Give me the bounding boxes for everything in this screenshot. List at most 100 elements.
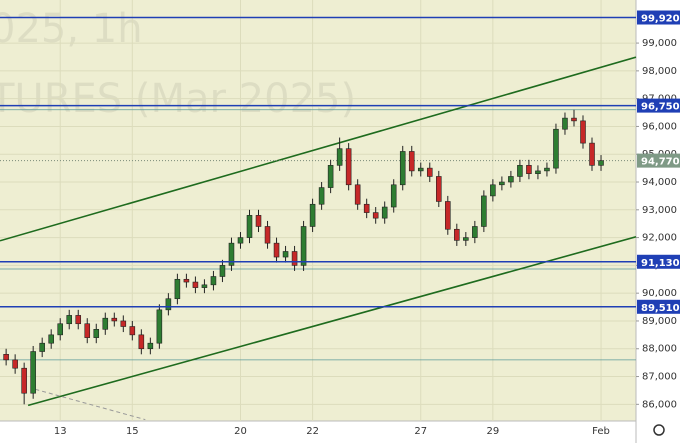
candle-body <box>246 215 253 238</box>
y-tick-label: 88,000 <box>642 344 677 355</box>
candle-body <box>21 367 27 394</box>
candle-body <box>84 323 91 338</box>
y-tick-label: 98,000 <box>642 66 677 77</box>
candle-body <box>309 203 316 227</box>
candle-body <box>120 320 127 327</box>
price-badge <box>637 153 680 168</box>
candle-body <box>201 284 208 288</box>
candle-body <box>571 117 577 122</box>
candle-body <box>345 148 352 186</box>
candle-body <box>553 128 559 169</box>
candle-body <box>210 276 217 286</box>
y-tick-label: 96,000 <box>642 121 677 132</box>
y-tick-label: 92,000 <box>642 233 677 244</box>
candle-body <box>417 167 424 172</box>
candle-body <box>237 237 244 244</box>
candle-body <box>436 176 442 202</box>
candle-body <box>129 326 136 336</box>
candle-body <box>535 170 541 174</box>
candle-body <box>174 278 181 300</box>
candle-body <box>138 334 145 350</box>
candle-body <box>481 195 487 227</box>
candle-body <box>354 184 361 205</box>
candle-body <box>102 317 109 330</box>
y-tick-label: 90,000 <box>642 288 677 299</box>
y-tick-label: 86,000 <box>642 399 677 410</box>
candle-body <box>580 120 586 144</box>
x-tick-label: 15 <box>126 426 139 437</box>
candle-body <box>544 167 550 172</box>
candle-body <box>526 165 532 174</box>
trend-line <box>0 56 637 242</box>
level-badge <box>637 299 680 314</box>
y-tick-label: 87,000 <box>642 372 677 383</box>
candle-body <box>183 278 190 283</box>
candle-body <box>408 151 415 172</box>
x-tick-label: 22 <box>306 426 319 437</box>
candle-body <box>318 187 325 205</box>
watermark: 025, 1h <box>0 6 143 52</box>
candle-body <box>192 281 199 288</box>
trend-line <box>35 388 146 421</box>
x-tick-label: 20 <box>234 426 247 437</box>
candle-body <box>372 212 379 219</box>
x-tick-label: Feb <box>592 426 610 437</box>
candle-body <box>273 242 280 258</box>
price-label: 94,770 <box>641 157 680 168</box>
candle-body <box>48 334 54 344</box>
level-badge <box>637 10 680 25</box>
candle-body <box>508 176 514 183</box>
level-label: 91,130 <box>641 258 680 269</box>
candle-body <box>264 226 271 244</box>
level-badge <box>637 254 680 269</box>
x-tick-label: 27 <box>414 426 427 437</box>
candle-body <box>111 317 118 322</box>
candle-body <box>75 315 82 325</box>
candle-body <box>39 342 45 352</box>
candle-body <box>291 251 298 266</box>
candle-body <box>472 226 478 238</box>
candle-body <box>66 315 73 325</box>
y-tick-label: 99,000 <box>642 38 677 49</box>
candle-body <box>426 167 433 177</box>
candle-body <box>228 242 235 266</box>
candle-body <box>219 265 226 277</box>
candle-body <box>390 184 397 208</box>
level-badge <box>637 98 680 113</box>
y-tick-label: 94,000 <box>642 177 677 188</box>
candle-body <box>589 142 595 166</box>
candle-body <box>363 203 370 213</box>
candle-body <box>445 201 451 230</box>
level-label: 96,750 <box>641 102 680 113</box>
candle-body <box>3 354 9 361</box>
candle-body <box>562 117 568 130</box>
candle-body <box>156 309 163 344</box>
candle-body <box>490 184 496 197</box>
y-tick-label: 93,000 <box>642 205 677 216</box>
candle-body <box>517 165 523 177</box>
candle-body <box>399 151 406 186</box>
candle-body <box>12 359 18 369</box>
candle-body <box>30 351 36 394</box>
plot-background <box>0 0 636 421</box>
candle-body <box>255 215 262 227</box>
x-tick-label: 29 <box>486 426 499 437</box>
candle-body <box>147 342 154 350</box>
candle-body <box>327 165 334 188</box>
candle-body <box>57 323 63 336</box>
level-label: 89,510 <box>641 303 680 314</box>
x-tick-label: 13 <box>54 426 67 437</box>
candle-body <box>463 237 469 241</box>
y-tick-label: 89,000 <box>642 316 677 327</box>
level-label: 99,920 <box>641 14 680 25</box>
candle-body <box>454 228 460 241</box>
candle-body <box>165 298 172 311</box>
candle-body <box>381 206 388 219</box>
candle-body <box>282 251 289 258</box>
candle-body <box>598 160 604 166</box>
trend-line <box>27 236 637 407</box>
settings-icon[interactable] <box>653 424 665 436</box>
candle-body <box>499 181 505 186</box>
candle-body <box>336 148 343 166</box>
